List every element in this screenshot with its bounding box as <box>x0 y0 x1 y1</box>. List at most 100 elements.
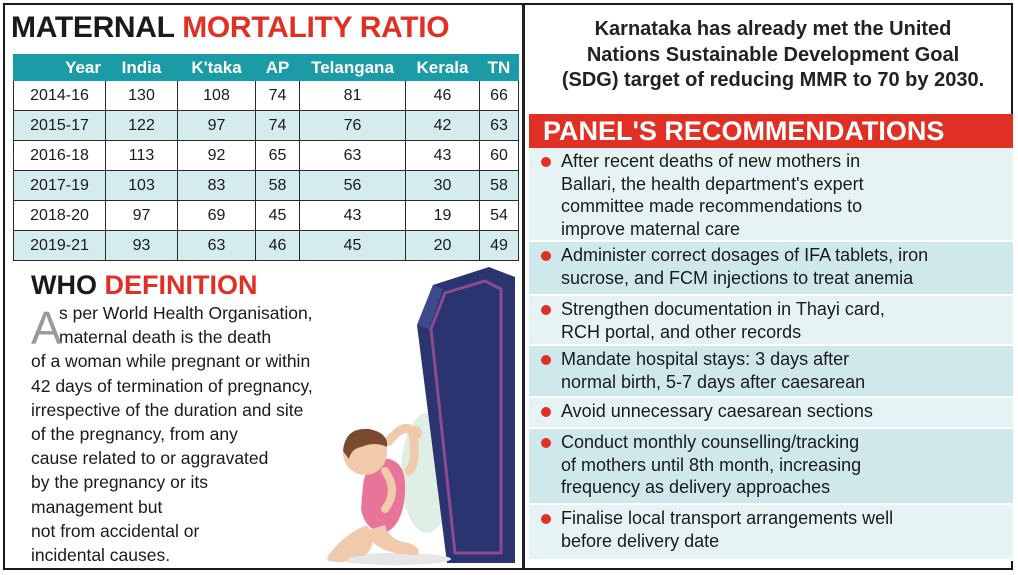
who-line: 42 days of termination of pregnancy, <box>31 375 313 396</box>
list-item: Strengthen documentation in Thayi card, … <box>529 296 1013 346</box>
table-row: 2017-19 103 83 58 56 30 58 <box>13 170 519 201</box>
bullet-icon <box>541 355 551 365</box>
col-header-india: India <box>105 54 178 81</box>
cell-value: 81 <box>299 80 406 111</box>
cell-value: 54 <box>479 200 519 231</box>
who-title: WHO DEFINITION <box>31 269 258 301</box>
who-line: maternal death is the death <box>59 327 272 348</box>
baby-figure <box>327 424 451 565</box>
sdg-line: (SDG) target of reducing MMR to 70 by 20… <box>561 69 985 91</box>
cell-value: 113 <box>105 140 178 171</box>
panel-recommendations-title: PANEL'S RECOMMENDATIONS <box>529 114 1013 148</box>
who-line: not from accidental or <box>31 520 200 541</box>
cell-value: 63 <box>479 110 519 141</box>
cell-value: 97 <box>105 200 178 231</box>
list-item: Finalise local transport arrangements we… <box>529 505 1013 561</box>
list-item: Administer correct dosages of IFA tablet… <box>529 242 1013 296</box>
cell-value: 65 <box>255 140 300 171</box>
col-header-ap: AP <box>255 54 300 81</box>
who-line: incidental causes. <box>31 545 171 566</box>
bullet-icon <box>541 157 551 167</box>
infographic-frame: MATERNAL MORTALITY RATIO Year India K'ta… <box>3 3 1013 570</box>
list-item-line: of mothers until 8th month, increasing <box>561 454 862 475</box>
cell-value: 56 <box>299 170 406 201</box>
drop-cap-letter: A <box>31 302 62 354</box>
cell-value: 43 <box>299 200 406 231</box>
list-item-line: Avoid unnecessary caesarean sections <box>561 401 873 421</box>
table-row: 2015-17 122 97 74 76 42 63 <box>13 110 519 141</box>
who-line: by the pregnancy or its <box>31 472 209 493</box>
cell-year: 2017-19 <box>13 170 106 201</box>
list-item-line: frequency as delivery approaches <box>561 477 831 497</box>
list-item-line: committee made recommendations to <box>561 196 863 216</box>
col-header-year: Year <box>13 54 106 81</box>
col-header-tn: TN <box>479 54 519 81</box>
bullet-icon <box>541 438 551 448</box>
cell-value: 60 <box>479 140 519 171</box>
cell-value: 45 <box>255 200 300 231</box>
mmr-title-red: MORTALITY RATIO <box>182 11 450 44</box>
who-line: cause related to or aggravated <box>31 448 269 469</box>
list-item-line: normal birth, 5-7 days after caesarean <box>561 371 866 392</box>
sdg-line: Karnataka has already met the United <box>594 18 952 40</box>
cell-value: 122 <box>105 110 178 141</box>
cell-value: 63 <box>299 140 406 171</box>
who-line: of the pregnancy, from any <box>31 424 238 445</box>
list-item-line: Mandate hospital stays: 3 days after <box>561 349 850 369</box>
bullet-icon <box>541 305 551 315</box>
who-line: s per World Health Organisation, <box>59 303 313 323</box>
list-item: Mandate hospital stays: 3 days after nor… <box>529 346 1013 398</box>
cell-year: 2019-21 <box>13 230 106 261</box>
col-header-telangana: Telangana <box>299 54 406 81</box>
cell-value: 97 <box>177 110 256 141</box>
list-item-line: RCH portal, and other records <box>561 321 802 342</box>
column-divider <box>522 5 525 568</box>
cell-value: 58 <box>479 170 519 201</box>
cell-value: 46 <box>405 80 480 111</box>
table-row: 2014-16 130 108 74 81 46 66 <box>13 80 519 111</box>
col-header-kerala: Kerala <box>405 54 480 81</box>
list-item-line: After recent deaths of new mothers in <box>561 151 861 171</box>
who-title-red: DEFINITION <box>104 270 258 300</box>
coffin-shape <box>417 267 515 563</box>
list-item: After recent deaths of new mothers in Ba… <box>529 148 1013 242</box>
cell-value: 74 <box>255 110 300 141</box>
cell-year: 2014-16 <box>13 80 106 111</box>
cell-value: 45 <box>299 230 406 261</box>
mmr-table: Year India K'taka AP Telangana Kerala TN… <box>13 54 519 261</box>
cell-year: 2015-17 <box>13 110 106 141</box>
table-row: 2019-21 93 63 46 45 20 49 <box>13 230 519 261</box>
cell-value: 83 <box>177 170 256 201</box>
list-item-line: Administer correct dosages of IFA tablet… <box>561 245 929 265</box>
list-item-line: Ballari, the health department's expert <box>561 173 864 194</box>
cell-value: 63 <box>177 230 256 261</box>
who-line: management but <box>31 496 163 517</box>
cell-value: 108 <box>177 80 256 111</box>
cell-value: 43 <box>405 140 480 171</box>
sdg-line: Nations Sustainable Development Goal <box>586 43 960 66</box>
bullet-icon <box>541 251 551 261</box>
cell-value: 30 <box>405 170 480 201</box>
bullet-icon <box>541 514 551 524</box>
cell-value: 103 <box>105 170 178 201</box>
cell-value: 93 <box>105 230 178 261</box>
cell-value: 66 <box>479 80 519 111</box>
list-item-line: before delivery date <box>561 530 720 551</box>
mmr-header-row: Year India K'taka AP Telangana Kerala TN <box>13 54 519 81</box>
cell-value: 49 <box>479 230 519 261</box>
who-definition-text: A s per World Health Organisation, mater… <box>31 301 421 567</box>
mmr-title-black: MATERNAL <box>11 11 175 44</box>
cell-year: 2018-20 <box>13 200 106 231</box>
cell-value: 74 <box>255 80 300 111</box>
cell-value: 42 <box>405 110 480 141</box>
table-row: 2018-20 97 69 45 43 19 54 <box>13 200 519 231</box>
table-row: 2016-18 113 92 65 63 43 60 <box>13 140 519 171</box>
cell-value: 76 <box>299 110 406 141</box>
cell-value: 20 <box>405 230 480 261</box>
list-item-line: Conduct monthly counselling/tracking <box>561 432 860 452</box>
coffin-baby-illustration <box>327 267 515 565</box>
list-item-line: improve maternal care <box>561 218 741 239</box>
cell-year: 2016-18 <box>13 140 106 171</box>
recommendations-list: After recent deaths of new mothers in Ba… <box>529 148 1013 561</box>
cell-value: 130 <box>105 80 178 111</box>
